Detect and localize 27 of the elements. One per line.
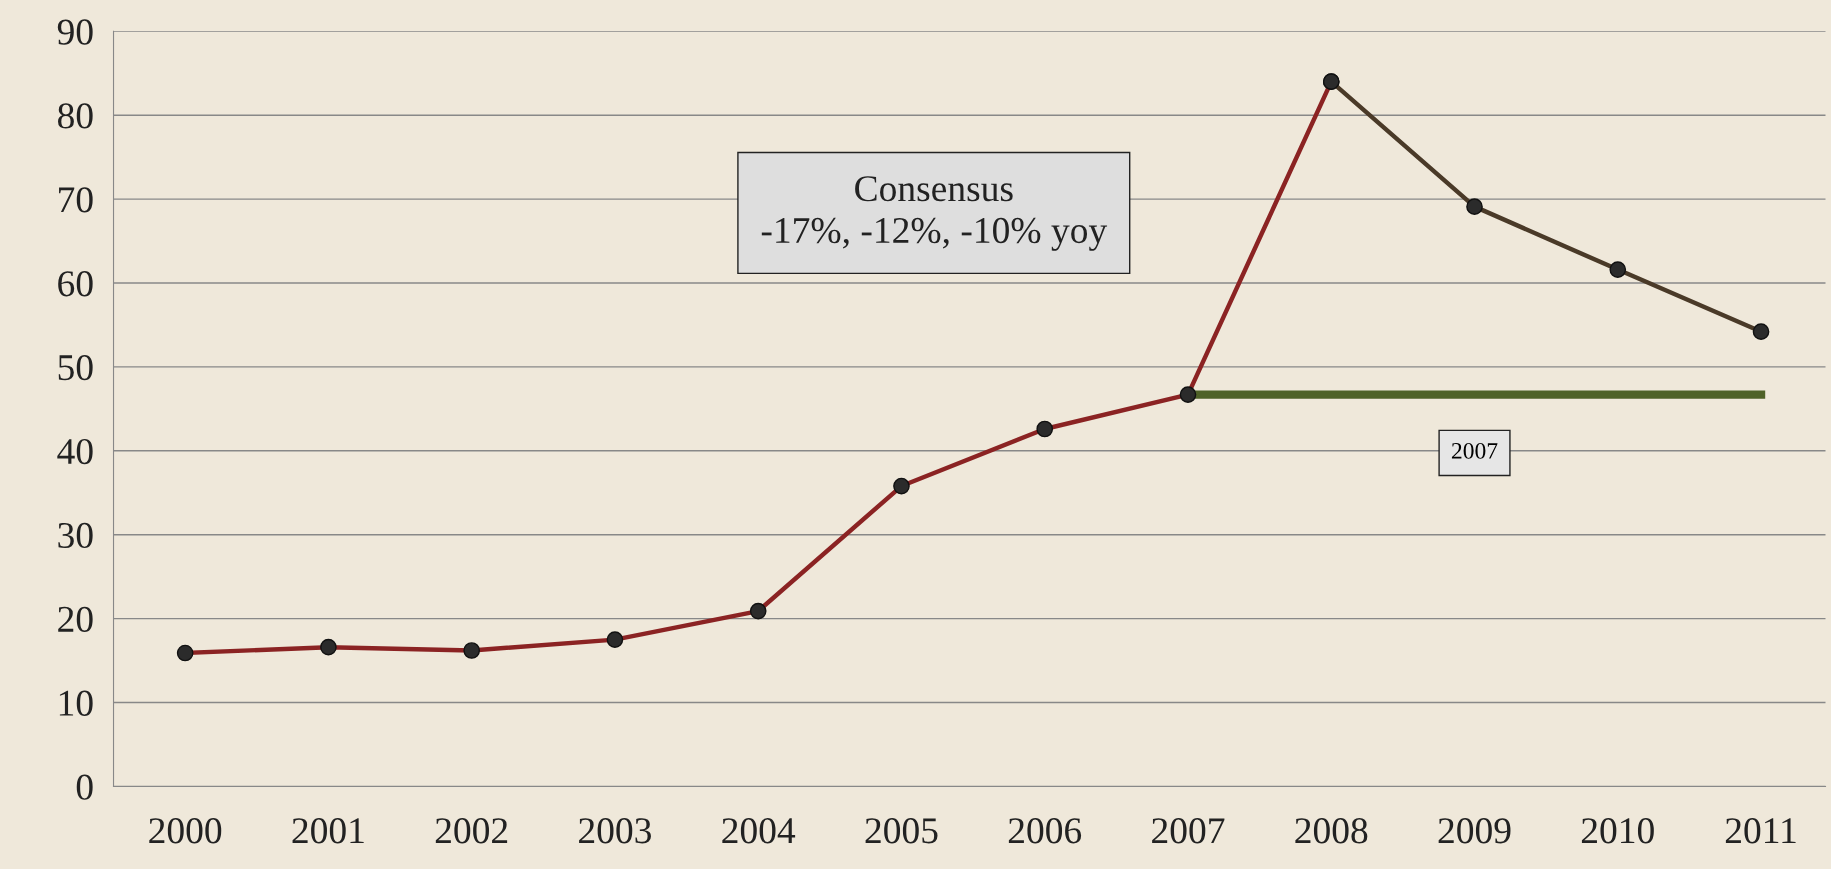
y-tick-label: 70	[59, 187, 93, 213]
y-tick-label: 90	[57, 19, 93, 45]
x-tick-label: 2001	[292, 818, 364, 844]
x-tick-label: 2002	[435, 818, 508, 844]
y-tick-label: 10	[59, 690, 93, 716]
x-tick-label: 2008	[1295, 818, 1368, 844]
y-tick-label: 20	[58, 606, 93, 633]
x-tick-label: 2000	[149, 818, 222, 844]
y-tick-label: 0	[76, 774, 93, 800]
point	[1609, 261, 1627, 278]
y-tick-label: 60	[58, 271, 93, 297]
text: 2007	[1451, 442, 1498, 459]
x-tick-label: 2006	[1008, 818, 1082, 844]
x-tick-label: 2004	[722, 818, 796, 844]
x-tick-label: 2011	[1725, 818, 1796, 844]
x-tick-label: 2007	[1152, 818, 1225, 844]
x-tick-label: 2005	[865, 818, 938, 844]
x-tick-label: 2003	[579, 818, 651, 844]
y-tick-label: 40	[57, 438, 93, 465]
x-tick-label: 2010	[1581, 818, 1654, 844]
point	[1466, 198, 1483, 215]
y-tick-label: 30	[58, 522, 93, 549]
y-tick-label: 80	[58, 103, 93, 129]
y-tick-label: 50	[58, 354, 93, 381]
x-tick-label: 2009	[1438, 818, 1511, 844]
point	[1752, 323, 1770, 341]
annotation: Consensus -17%, -12%, -10% yoy	[761, 176, 1108, 251]
